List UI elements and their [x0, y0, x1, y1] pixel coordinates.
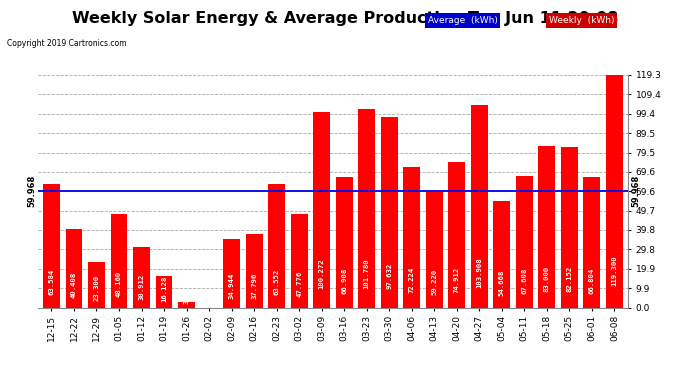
Text: 101.780: 101.780	[364, 258, 370, 289]
Text: 100.272: 100.272	[319, 258, 325, 289]
Bar	[584, 177, 600, 308]
Text: 97.632: 97.632	[386, 263, 392, 290]
Bar	[66, 229, 82, 308]
Bar	[358, 109, 375, 307]
Text: 3.012: 3.012	[184, 282, 190, 304]
Bar	[471, 105, 488, 308]
Text: 63.552: 63.552	[274, 268, 279, 295]
Text: Weekly  (kWh): Weekly (kWh)	[549, 16, 614, 25]
Bar	[268, 184, 285, 308]
Bar	[493, 201, 510, 308]
Text: 66.908: 66.908	[341, 268, 347, 294]
Text: 59.968: 59.968	[28, 174, 37, 207]
Bar	[606, 75, 623, 307]
Text: 103.908: 103.908	[476, 258, 482, 288]
Text: Weekly Solar Energy & Average Production Tue Jun 11 20:08: Weekly Solar Energy & Average Production…	[72, 11, 618, 26]
Text: 72.224: 72.224	[408, 267, 415, 293]
Text: 74.912: 74.912	[454, 267, 460, 293]
Text: 83.000: 83.000	[544, 266, 550, 292]
Bar	[313, 112, 330, 308]
Bar	[336, 177, 353, 308]
Text: 63.584: 63.584	[48, 268, 55, 295]
Text: 37.796: 37.796	[251, 272, 257, 298]
Text: 23.300: 23.300	[93, 275, 99, 301]
Bar	[561, 147, 578, 308]
Bar	[448, 162, 465, 308]
Text: 59.968: 59.968	[631, 174, 640, 207]
Text: Average  (kWh): Average (kWh)	[428, 16, 497, 25]
Text: 66.804: 66.804	[589, 268, 595, 294]
Text: 47.776: 47.776	[296, 271, 302, 297]
Text: 40.408: 40.408	[71, 272, 77, 298]
Text: 82.152: 82.152	[566, 266, 573, 292]
Bar	[403, 167, 420, 308]
Text: Copyright 2019 Cartronics.com: Copyright 2019 Cartronics.com	[7, 39, 126, 48]
Bar	[426, 192, 443, 308]
Bar	[110, 214, 128, 308]
Text: 16.128: 16.128	[161, 276, 167, 302]
Bar	[516, 176, 533, 308]
Bar	[43, 184, 60, 308]
Bar	[178, 302, 195, 307]
Bar	[156, 276, 172, 308]
Text: 34.944: 34.944	[228, 273, 235, 299]
Text: 30.912: 30.912	[139, 273, 144, 300]
Bar	[88, 262, 105, 308]
Bar	[290, 214, 308, 308]
Bar	[223, 239, 240, 308]
Text: 48.160: 48.160	[116, 271, 122, 297]
Bar	[538, 146, 555, 308]
Bar	[381, 117, 397, 308]
Text: 59.220: 59.220	[431, 269, 437, 296]
Text: 119.300: 119.300	[611, 255, 618, 286]
Bar	[246, 234, 263, 308]
Text: 54.668: 54.668	[499, 270, 505, 296]
Text: 67.608: 67.608	[522, 268, 527, 294]
Bar	[133, 247, 150, 308]
